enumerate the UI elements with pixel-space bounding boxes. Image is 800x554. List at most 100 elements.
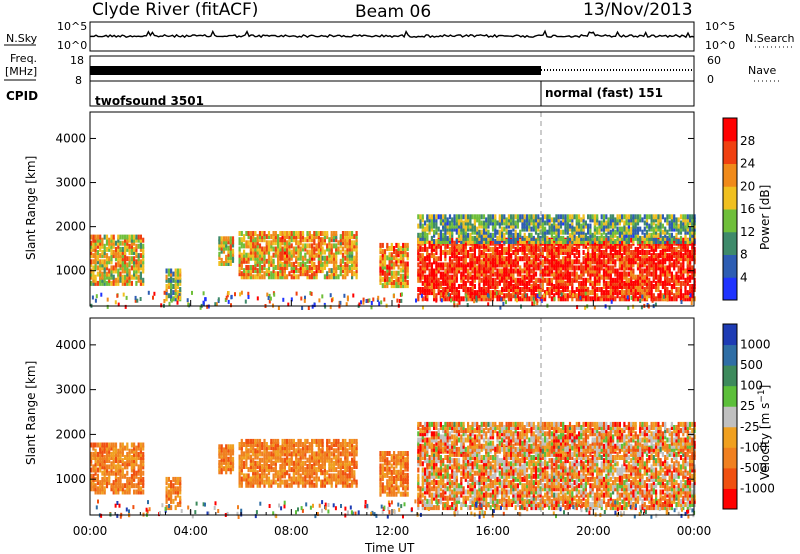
power-cell (390, 280, 393, 285)
power-cell (92, 234, 95, 240)
power-cell (501, 229, 504, 235)
power-cell (557, 239, 560, 244)
power-cell (602, 214, 606, 220)
power-cell (292, 231, 295, 236)
power-cell (528, 259, 531, 265)
power-cell (618, 229, 621, 235)
power-cell (682, 214, 685, 220)
power-scatter-point (536, 298, 539, 303)
power-cell (548, 293, 551, 299)
power-cell (256, 255, 259, 261)
power-cell (548, 223, 551, 229)
power-cell (402, 242, 405, 248)
power-cell (655, 214, 658, 220)
power-cell (591, 290, 594, 296)
power-cell (516, 217, 519, 223)
velocity-cell (290, 479, 293, 485)
velocity-cell (121, 445, 124, 451)
power-cell (480, 250, 483, 255)
power-cell (119, 256, 122, 262)
velocity-cell (121, 486, 124, 492)
power-cell (478, 271, 481, 277)
power-cell (668, 246, 671, 252)
power-cell (661, 250, 664, 255)
velocity-cell (301, 454, 305, 460)
power-scatter-point (641, 294, 644, 299)
velocity-cell (179, 498, 182, 504)
power-cell (616, 243, 619, 249)
power-cell (673, 284, 676, 289)
power-cell (627, 250, 630, 255)
power-cell (664, 246, 667, 252)
power-cell (419, 246, 422, 252)
power-cell (393, 249, 396, 255)
power-cell (571, 284, 574, 289)
power-cell (657, 226, 660, 232)
velocity-cell (165, 476, 168, 482)
power-cell (453, 274, 456, 280)
velocity-cell (243, 476, 246, 482)
power-cell (639, 262, 642, 268)
velocity-cell (292, 442, 295, 447)
power-cell (564, 217, 567, 223)
power-cell (299, 240, 302, 246)
power-cell (99, 277, 102, 283)
power-cell (501, 268, 504, 274)
power-cell (473, 268, 476, 274)
power-cell (516, 256, 519, 262)
power-cell (496, 259, 499, 265)
power-cell (277, 274, 280, 280)
power-cell (487, 265, 490, 271)
power-cell (112, 277, 115, 283)
velocity-cell (256, 470, 259, 476)
power-cell (677, 268, 680, 274)
velocity-cell (137, 470, 140, 476)
power-cell (584, 235, 587, 241)
power-cell (623, 262, 626, 268)
power-cell (516, 290, 519, 296)
power-cell (277, 258, 280, 264)
power-cell (559, 296, 563, 302)
velocity-cell (297, 445, 300, 451)
power-cell (553, 265, 556, 271)
velocity-cell (135, 473, 138, 479)
power-scatter-point (458, 300, 461, 305)
power-cell (641, 246, 644, 252)
power-cell (498, 280, 501, 286)
power-cell (559, 268, 563, 274)
power-cell (283, 246, 286, 252)
power-cell (424, 239, 427, 244)
power-cell (448, 259, 452, 265)
power-cell (439, 271, 442, 277)
velocity-cell (256, 464, 259, 469)
power-cell (568, 246, 572, 252)
power-cell (321, 231, 324, 236)
power-cell (344, 271, 347, 277)
power-cell (351, 261, 354, 267)
power-cell (627, 287, 630, 292)
power-cell (555, 246, 558, 252)
power-cell (632, 284, 635, 289)
power-cell (482, 280, 486, 286)
power-cell (351, 265, 354, 270)
power-cell (176, 268, 179, 274)
power-cell (419, 243, 422, 249)
power-cell (582, 229, 585, 235)
power-cell (308, 255, 311, 261)
power-cell (550, 277, 553, 283)
power-cell (557, 296, 560, 302)
power-cell (550, 259, 553, 265)
power-cell (582, 268, 585, 274)
power-cell (582, 226, 585, 232)
power-cell (442, 250, 445, 255)
power-cell (267, 265, 271, 270)
power-cell (473, 277, 476, 283)
power-cell (96, 240, 99, 246)
velocity-cell (96, 458, 99, 464)
power-cell (568, 243, 572, 249)
power-scatter-point (378, 301, 381, 306)
power-cell (501, 235, 504, 241)
power-cell (691, 290, 694, 296)
velocity-cell (267, 451, 271, 457)
power-cell (320, 243, 323, 249)
